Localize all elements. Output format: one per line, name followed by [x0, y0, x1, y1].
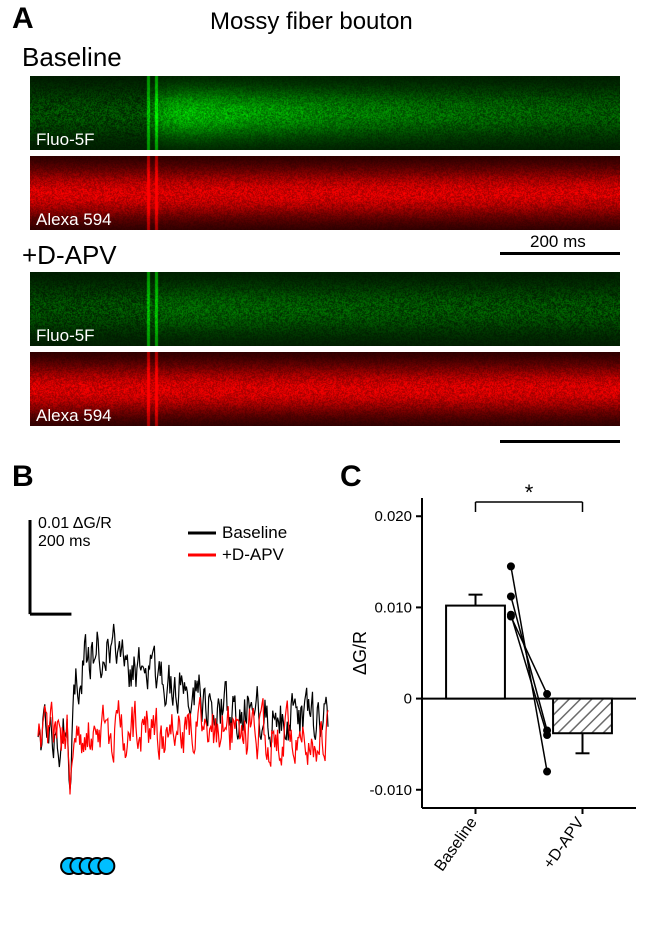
svg-text:200 ms: 200 ms: [38, 533, 90, 550]
svg-text:+D-APV: +D-APV: [540, 814, 588, 872]
svg-text:+D-APV: +D-APV: [222, 545, 285, 564]
svg-text:0: 0: [404, 691, 412, 708]
linescan-dapv-alexa594: [30, 352, 620, 426]
scalebar-a-upper: [500, 252, 620, 255]
svg-text:0.01 ΔG/R: 0.01 ΔG/R: [38, 515, 112, 532]
svg-text:0.010: 0.010: [374, 599, 412, 616]
svg-text:-0.010: -0.010: [369, 782, 412, 799]
scalebar-a-lower: [500, 440, 620, 443]
label-baseline-fluo5f: Fluo-5F: [36, 130, 95, 150]
label-baseline-alexa594: Alexa 594: [36, 210, 112, 230]
svg-text:ΔG/R: ΔG/R: [350, 631, 370, 675]
panel-a-label: A: [12, 2, 34, 36]
baseline-label: Baseline: [22, 42, 122, 73]
linescan-baseline-fluo5f: [30, 76, 620, 150]
svg-text:Baseline: Baseline: [222, 523, 287, 542]
panel-c-plot: -0.010 0 0.010 0.020 ΔG/R * Baseline +D-APV: [348, 478, 648, 918]
svg-text:0.020: 0.020: [374, 508, 412, 525]
linescan-baseline-alexa594: [30, 156, 620, 230]
svg-text:Baseline: Baseline: [432, 814, 481, 874]
scalebar-a-text: 200 ms: [530, 232, 586, 252]
panel-b-plot: 0.01 ΔG/R200 ms Baseline +D-APV: [8, 478, 338, 898]
linescan-dapv-fluo5f: [30, 272, 620, 346]
label-dapv-fluo5f: Fluo-5F: [36, 326, 95, 346]
dapv-label: +D-APV: [22, 240, 117, 271]
svg-text:*: *: [525, 480, 534, 505]
figure-title: Mossy fiber bouton: [210, 8, 413, 36]
label-dapv-alexa594: Alexa 594: [36, 406, 112, 426]
